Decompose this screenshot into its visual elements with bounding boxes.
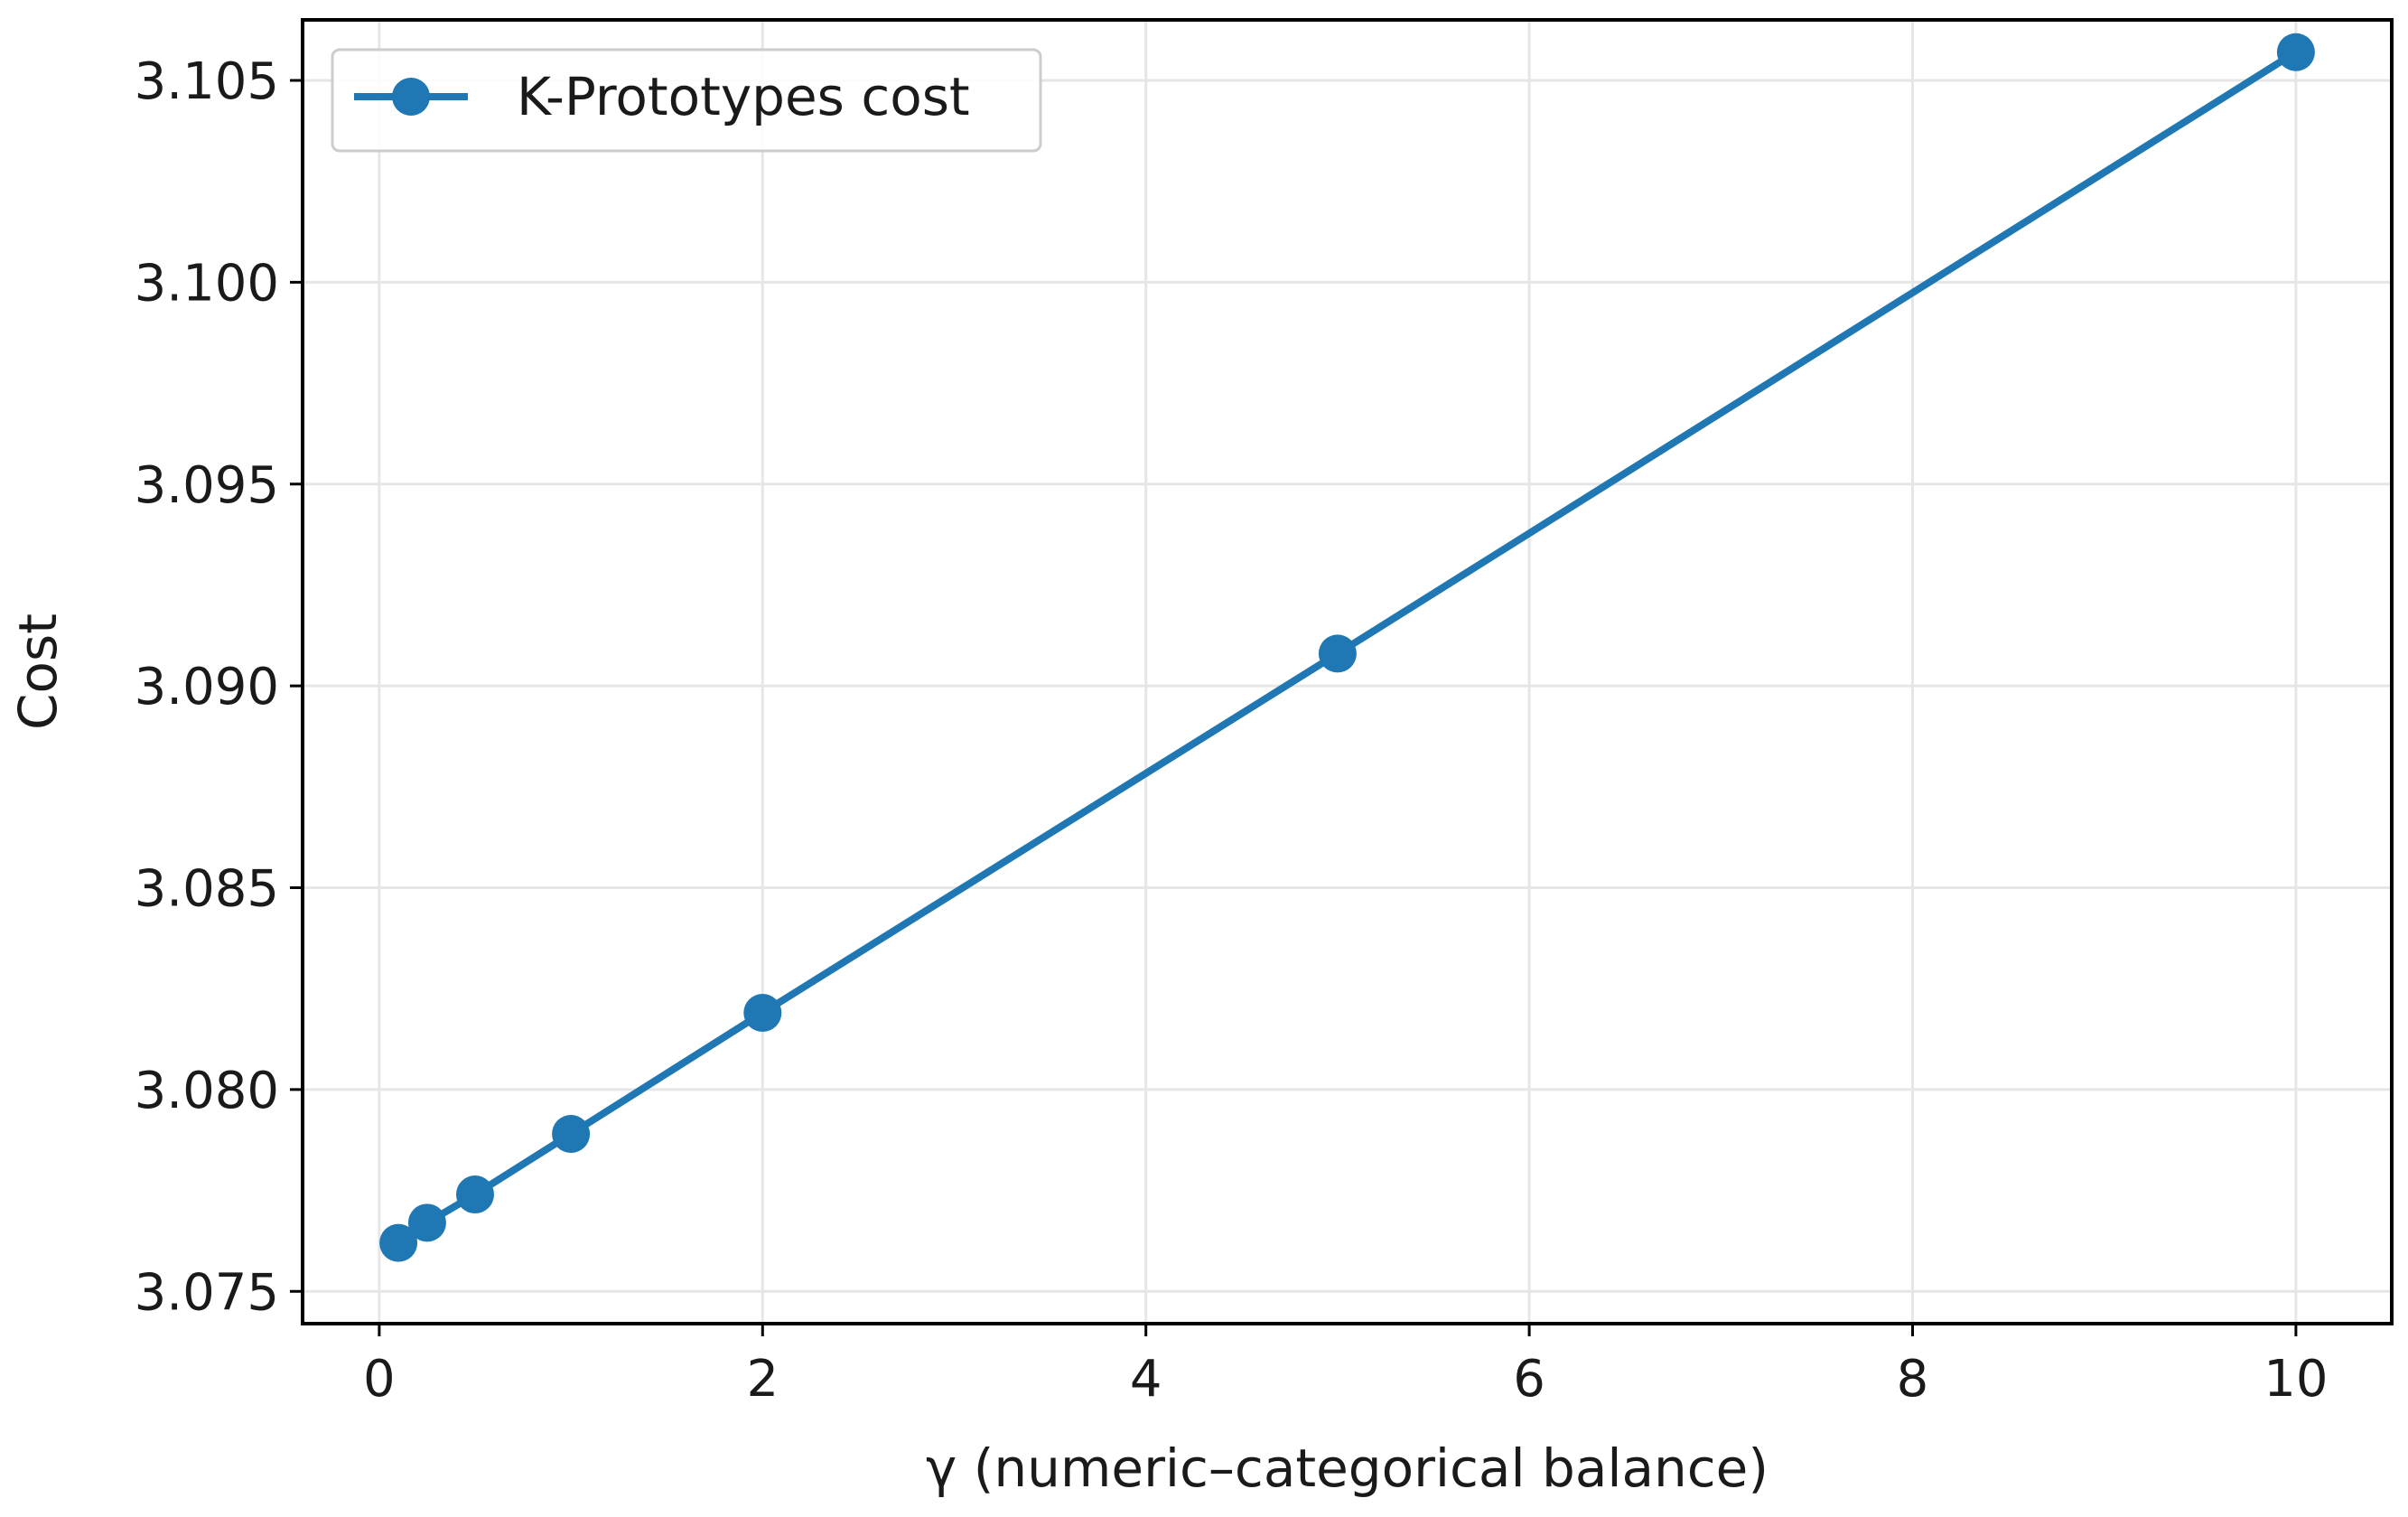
y-tick-label: 3.105 [135, 52, 279, 111]
y-tick-label: 3.100 [135, 254, 279, 313]
series-layer [379, 33, 2315, 1262]
legend-entry-label: K-Prototypes cost [517, 66, 970, 127]
legend: K-Prototypes cost [331, 48, 1042, 153]
legend-marker-swatch [392, 78, 430, 116]
x-tick-label: 0 [363, 1350, 396, 1409]
y-tick-label: 3.075 [135, 1263, 279, 1322]
x-axis-label: γ (numeric–categorical balance) [926, 1437, 1769, 1499]
y-tick-label: 3.080 [135, 1062, 279, 1120]
axes-frame [301, 18, 2394, 1325]
y-axis-label: Cost [7, 613, 69, 730]
data-point [2276, 33, 2315, 71]
x-tick-label: 10 [2263, 1350, 2328, 1409]
x-tick-label: 6 [1513, 1350, 1545, 1409]
data-point [407, 1203, 446, 1242]
grid [303, 20, 2392, 1324]
data-point [1318, 634, 1357, 673]
ticks: 0 2 4 6 8 10 3.075 3.080 3.085 3.090 3.095 3.100 3.1… [135, 52, 2329, 1409]
x-tick-label: 8 [1897, 1350, 1929, 1409]
y-tick-label: 3.085 [135, 860, 279, 919]
data-point [455, 1175, 494, 1214]
data-point [379, 1223, 418, 1262]
x-tick-label: 4 [1130, 1350, 1162, 1409]
y-tick-label: 3.095 [135, 456, 279, 515]
data-point [552, 1115, 591, 1154]
legend-box [331, 48, 1042, 153]
y-tick-label: 3.090 [135, 658, 279, 716]
data-point [743, 994, 782, 1033]
x-tick-label: 2 [746, 1350, 779, 1409]
